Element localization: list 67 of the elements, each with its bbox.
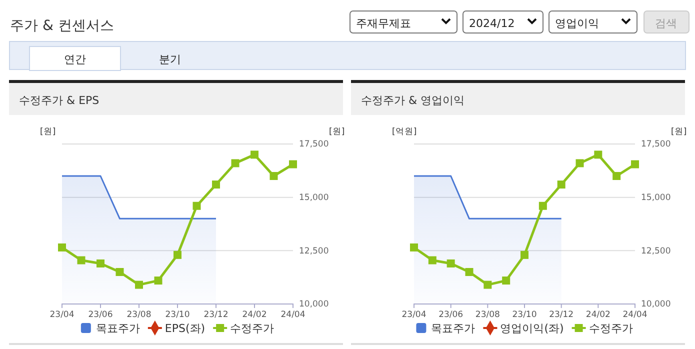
point [594,150,602,159]
point [154,276,162,285]
point [192,202,201,210]
point [520,250,528,259]
point [250,150,258,159]
x-tick-label: 24/04 [280,310,306,320]
x-tick-label: 23/12 [549,310,574,320]
legend-label: 목표주가 [431,322,476,335]
point [410,243,418,252]
chart-title: 수정주가 & EPS [19,94,100,107]
x-tick-label: 24/02 [586,310,610,320]
legend-label: 영업이익(좌) [500,322,564,335]
x-tick-label: 23/10 [512,310,537,320]
y2-tick-label: 12,500 [299,246,329,256]
point [58,243,66,252]
x-tick-label: 24/04 [622,310,648,320]
point [77,256,86,264]
point [612,172,621,180]
point [270,172,278,180]
y2-axis-title: [원] [329,127,345,137]
x-tick-label: 23/06 [438,310,464,320]
chart-title: 수정주가 & 영업이익 [361,94,465,107]
point [465,268,474,276]
x-tick-label: 23/06 [88,310,113,320]
point [174,250,182,259]
y2-tick-label: 12,500 [641,246,671,256]
legend-label: 수정주가 [230,322,274,335]
point [576,159,584,168]
y-axis-title: [억원] [392,127,417,137]
point [631,160,639,168]
y2-tick-label: 17,500 [641,140,671,150]
y2-tick-label: 15,000 [641,193,671,204]
y2-tick-label: 15,000 [299,193,329,204]
point [289,160,297,168]
text: 검색 [655,17,677,30]
point [212,180,220,189]
y2-tick-label: 17,500 [299,140,329,150]
point [96,259,104,268]
text: 2024/12 [469,17,515,30]
point [231,159,240,168]
y2-axis-title: [원] [671,127,687,137]
point [135,280,143,289]
y2-tick-label: 10,000 [641,300,671,310]
point [116,268,124,276]
point [502,276,510,285]
text: 연간 [64,53,86,66]
text: 주가 & 컨센서스 [10,18,114,34]
text: 주재무제표 [356,17,411,30]
x-tick-label: 23/10 [165,310,190,320]
point [484,280,492,289]
point [446,259,455,268]
x-tick-label: 23/04 [50,310,74,320]
point [428,256,436,264]
legend-label: 목표주가 [96,322,140,335]
text: 영업이익 [555,17,599,30]
y-axis-title: [원] [40,127,56,137]
x-tick-label: 24/02 [242,310,267,320]
text: 분기 [159,53,181,66]
legend-label: EPS(좌) [164,322,206,335]
x-tick-label: 23/04 [402,310,426,320]
x-tick-label: 23/08 [475,310,500,320]
x-tick-label: 23/08 [126,310,152,320]
x-tick-label: 23/12 [204,310,228,320]
point [538,202,547,210]
legend-label: 수정주가 [588,322,633,335]
y2-tick-label: 10,000 [299,300,329,310]
point [557,180,566,189]
